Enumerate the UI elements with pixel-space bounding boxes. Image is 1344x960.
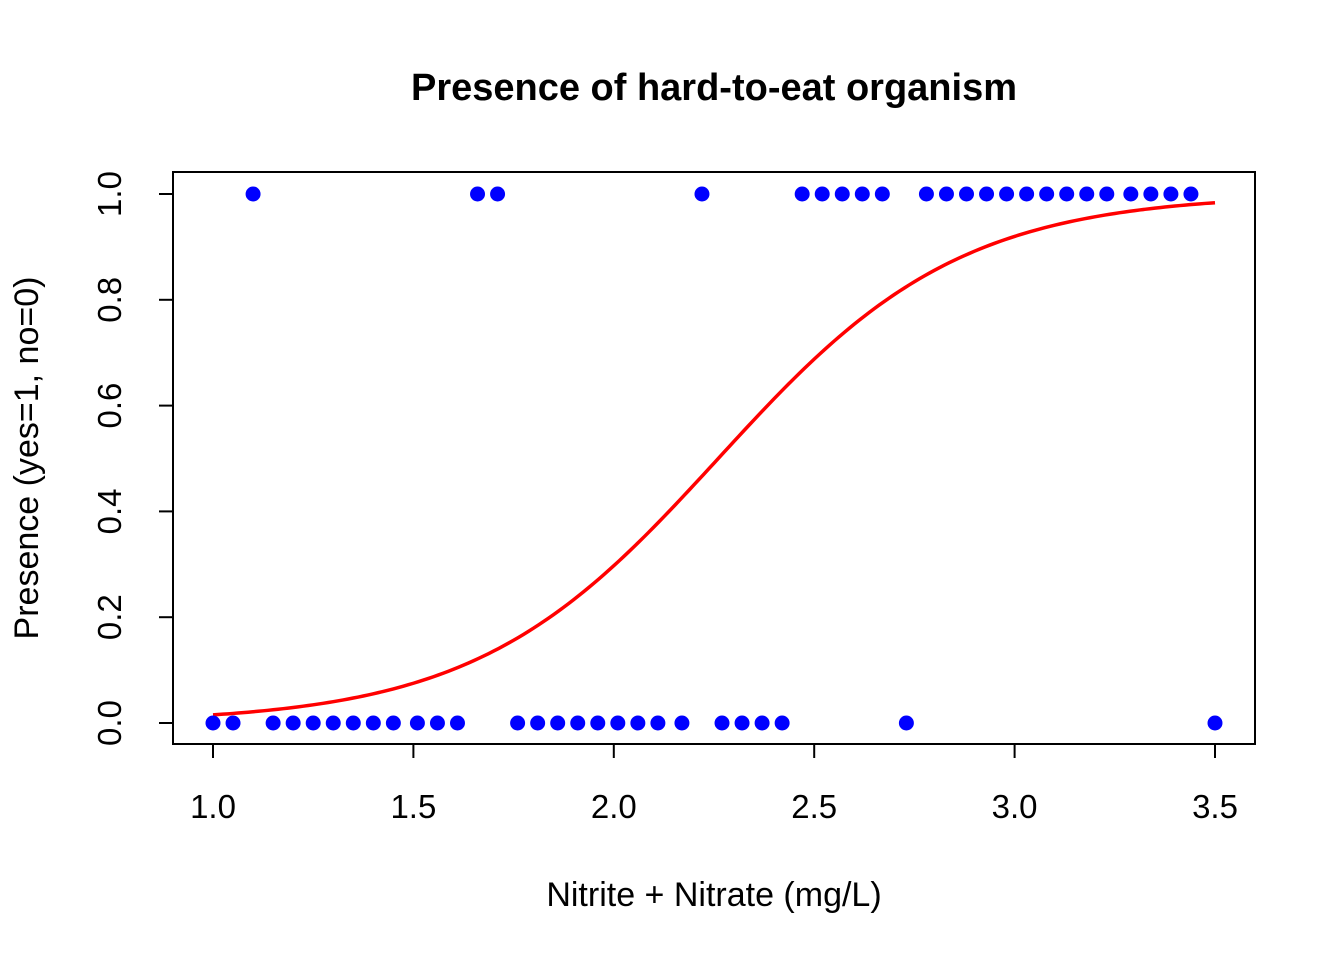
data-point	[999, 186, 1015, 202]
data-point	[590, 715, 606, 731]
data-point	[1059, 186, 1075, 202]
x-tick-label: 1.5	[390, 788, 436, 825]
data-point	[385, 715, 401, 731]
data-point	[918, 186, 934, 202]
data-point	[694, 186, 710, 202]
x-tick-label: 3.5	[1192, 788, 1238, 825]
data-point	[1099, 186, 1115, 202]
x-axis-label: Nitrite + Nitrate (mg/L)	[546, 876, 881, 914]
data-point	[530, 715, 546, 731]
data-point	[305, 715, 321, 731]
data-point	[1079, 186, 1095, 202]
y-tick-label: 0.8	[91, 277, 128, 323]
y-tick-label: 1.0	[91, 171, 128, 217]
y-tick-label: 0.2	[91, 594, 128, 640]
data-point	[630, 715, 646, 731]
data-point	[714, 715, 730, 731]
data-point	[754, 715, 770, 731]
data-point	[570, 715, 586, 731]
x-tick-label: 2.5	[791, 788, 837, 825]
data-point	[285, 715, 301, 731]
data-point	[470, 186, 486, 202]
data-point	[325, 715, 341, 731]
data-point	[345, 715, 361, 731]
x-tick-label: 2.0	[591, 788, 637, 825]
data-point	[205, 715, 221, 731]
data-point	[938, 186, 954, 202]
data-point	[1123, 186, 1139, 202]
data-point	[1183, 186, 1199, 202]
x-tick-label: 1.0	[190, 788, 236, 825]
data-point	[1019, 186, 1035, 202]
data-point	[1163, 186, 1179, 202]
data-point	[794, 186, 810, 202]
data-point	[979, 186, 995, 202]
data-point	[650, 715, 666, 731]
data-point	[814, 186, 830, 202]
y-tick-label: 0.4	[91, 488, 128, 534]
data-point	[245, 186, 261, 202]
data-point	[854, 186, 870, 202]
data-point	[1039, 186, 1055, 202]
data-point	[550, 715, 566, 731]
data-point	[365, 715, 381, 731]
data-point	[490, 186, 506, 202]
y-axis-label: Presence (yes=1, no=0)	[8, 277, 46, 640]
data-point	[510, 715, 526, 731]
y-tick-label: 0.6	[91, 383, 128, 429]
y-axis: 0.0 0.2 0.4 0.6 0.8 1.0	[91, 171, 174, 746]
data-point	[225, 715, 241, 731]
data-point	[834, 186, 850, 202]
data-point	[409, 715, 425, 731]
data-point	[610, 715, 626, 731]
fitted-logistic-curve	[212, 200, 1216, 717]
data-point	[265, 715, 281, 731]
data-point	[674, 715, 690, 731]
data-point	[874, 186, 890, 202]
data-point	[959, 186, 975, 202]
x-axis: 1.0 1.5 2.0 2.5 3.0 3.5	[190, 743, 1238, 825]
data-point	[734, 715, 750, 731]
data-point	[429, 715, 445, 731]
y-tick-label: 0.0	[91, 700, 128, 746]
data-point	[774, 715, 790, 731]
data-point	[449, 715, 465, 731]
data-points	[205, 186, 1223, 731]
data-point	[1207, 715, 1223, 731]
data-point	[898, 715, 914, 731]
chart-title: Presence of hard-to-eat organism	[411, 67, 1017, 109]
x-tick-label: 3.0	[992, 788, 1038, 825]
data-point	[1143, 186, 1159, 202]
plot-frame	[172, 171, 1256, 745]
